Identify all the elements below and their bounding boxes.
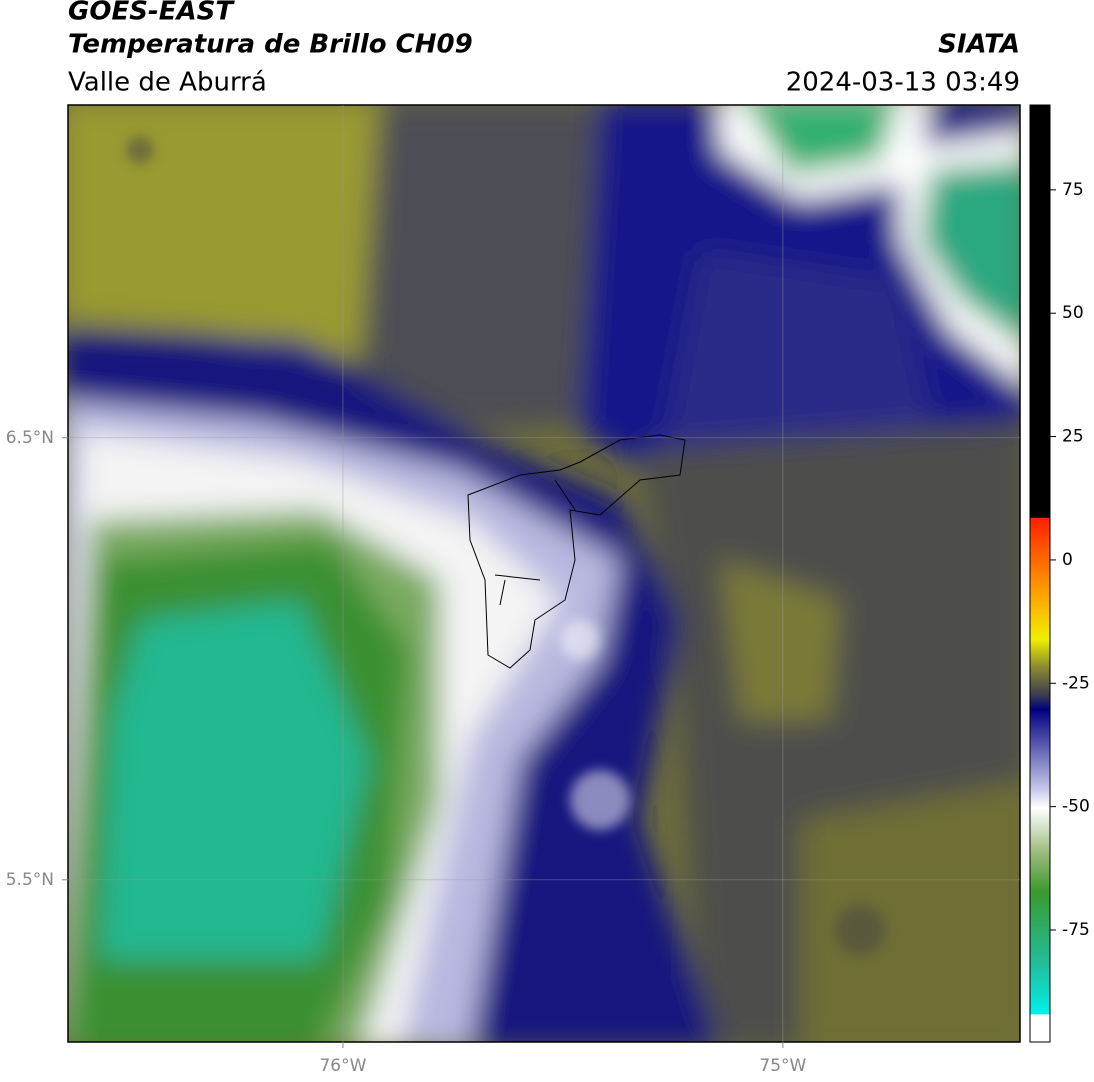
y-tick-label: 6.5°N xyxy=(6,428,54,448)
satellite-image xyxy=(68,105,1020,1042)
colorbar-tick-label: 50 xyxy=(1062,303,1084,323)
source: SIATA xyxy=(938,30,1020,60)
x-tick-label: 76°W xyxy=(319,1056,366,1076)
colorbar-tick-label: -25 xyxy=(1062,673,1090,693)
datetime: 2024-03-13 03:49 xyxy=(786,68,1020,98)
colorbar-tick-label: -75 xyxy=(1062,920,1090,940)
subtitle: Temperatura de Brillo CH09 xyxy=(68,30,473,60)
colorbar xyxy=(1029,104,1051,1043)
colorbar-tick-label: 25 xyxy=(1062,427,1084,447)
y-tick-label: 5.5°N xyxy=(6,870,54,890)
colorbar-tick-label: 75 xyxy=(1062,180,1084,200)
map-frame xyxy=(67,104,1021,1043)
title: GOES-EAST xyxy=(68,0,235,27)
colorbar-tick-label: -50 xyxy=(1062,797,1090,817)
x-tick-label: 75°W xyxy=(759,1056,806,1076)
region: Valle de Aburrá xyxy=(68,68,267,98)
colorbar-tick-label: 0 xyxy=(1062,550,1073,570)
catchment-outline xyxy=(467,434,686,669)
